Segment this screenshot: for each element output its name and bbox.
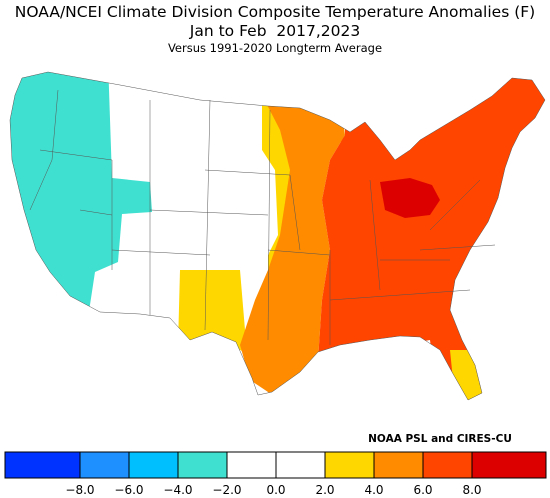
map	[10, 72, 545, 400]
region-warm-2	[240, 95, 345, 400]
colorbar-swatch	[422, 451, 473, 479]
colorbar-swatch	[4, 451, 81, 479]
colorbar-swatch	[79, 451, 130, 479]
colorbar-label: −6.0	[114, 483, 143, 497]
colorbar-swatch	[275, 451, 326, 479]
us-outline	[9, 71, 546, 401]
colorbar-swatch	[471, 451, 547, 479]
colorbar-swatch	[177, 451, 228, 479]
colorbar-label: 8.0	[462, 483, 481, 497]
colorbar-label: −4.0	[163, 483, 192, 497]
credit: NOAA PSL and CIRES-CU	[368, 433, 512, 445]
colorbar-label: −8.0	[65, 483, 94, 497]
colorbar-swatch	[373, 451, 424, 479]
colorbar-label: 0.0	[266, 483, 285, 497]
colorbar: −8.0 −6.0 −4.0 −2.0 0.0 2.0 4.0 6.0 8.0	[4, 451, 547, 497]
colorbar-label: 6.0	[413, 483, 432, 497]
subtitle: Jan to Feb 2017,2023	[189, 22, 360, 40]
colorbar-swatch	[324, 451, 375, 479]
state-lines	[29, 89, 496, 345]
region-warm-4	[380, 178, 440, 218]
title: NOAA/NCEI Climate Division Composite Tem…	[15, 3, 535, 21]
colorbar-label: 2.0	[315, 483, 334, 497]
colorbar-swatch	[128, 451, 179, 479]
colorbar-label: −2.0	[212, 483, 241, 497]
region-warm-1b	[450, 350, 490, 400]
colorbar-label: 4.0	[364, 483, 383, 497]
baseline-note: Versus 1991-2020 Longterm Average	[168, 41, 382, 55]
region-warm-2b	[290, 118, 345, 150]
region-warm-3	[318, 72, 545, 400]
colorbar-swatch	[226, 451, 277, 479]
